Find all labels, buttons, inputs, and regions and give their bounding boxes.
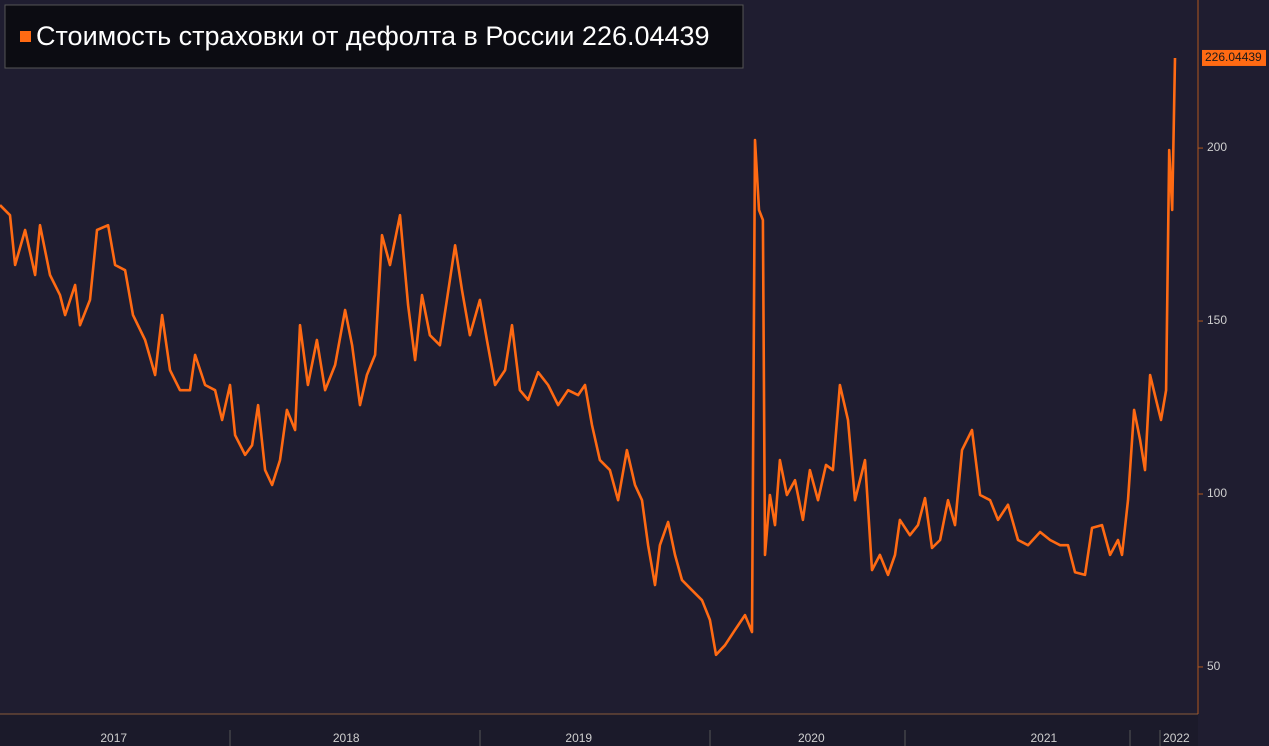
x-tick-label: 2021 [1030, 731, 1057, 745]
legend-entry: Стоимость страховки от дефолта в России … [36, 21, 710, 51]
legend-value: 226.04439 [582, 21, 710, 51]
line-series [0, 57, 1177, 657]
x-tick-label: 2022 [1163, 731, 1190, 745]
x-tick-label: 2018 [333, 731, 360, 745]
y-tick-label: 100 [1207, 486, 1227, 500]
x-axis-band [0, 714, 1198, 746]
last-value-box [1202, 49, 1266, 66]
year-separators [229, 730, 1161, 746]
y-tick-label: 200 [1207, 140, 1227, 154]
y-tick-label: 50 [1207, 659, 1221, 673]
legend-box [4, 4, 744, 69]
x-tick-label: 2019 [565, 731, 592, 745]
legend-name: Стоимость страховки от дефолта в России [36, 21, 574, 51]
legend-swatch [20, 31, 31, 42]
last-value-label: 226.04439 [1205, 50, 1262, 64]
legend: Стоимость страховки от дефолта в России … [4, 4, 744, 69]
y-tick-label: 150 [1207, 313, 1227, 327]
x-tick-label: 2017 [100, 731, 127, 745]
x-tick-label: 2020 [798, 731, 825, 745]
